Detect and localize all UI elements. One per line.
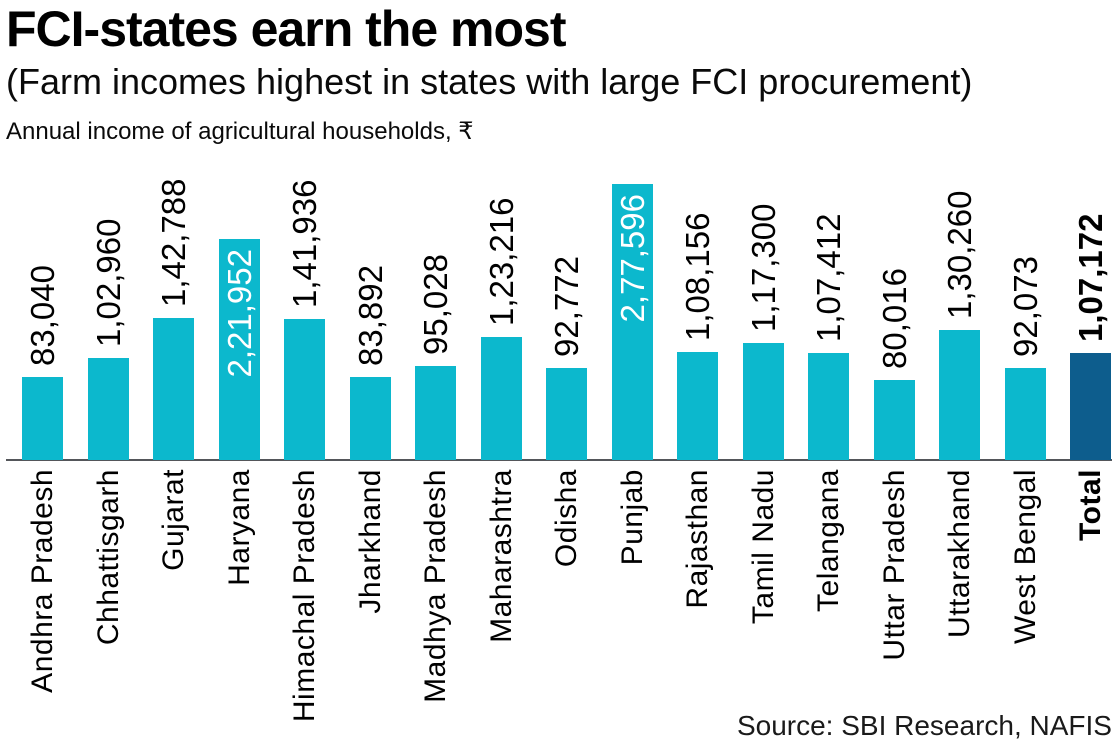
bar-gujarat	[153, 318, 194, 460]
bar-madhya-pradesh	[415, 366, 456, 460]
value-label-tamil-nadu: 1,17,300	[744, 203, 782, 332]
bar-andhra-pradesh	[22, 377, 63, 460]
value-label-andhra-pradesh: 83,040	[23, 265, 61, 366]
x-axis-label-maharashtra: Maharashtra	[484, 469, 518, 643]
bar-odisha	[546, 368, 587, 460]
x-axis-label-rajasthan: Rajasthan	[680, 469, 714, 609]
value-label-gujarat: 1,42,788	[154, 178, 192, 307]
bar-chhattisgarh	[88, 358, 129, 460]
bar-total	[1070, 353, 1111, 460]
bar-west-bengal	[1005, 368, 1046, 460]
x-axis-label-himachal-pradesh: Himachal Pradesh	[287, 469, 321, 723]
value-label-rajasthan: 1,08,156	[678, 212, 716, 341]
bar-uttar-pradesh	[874, 380, 915, 460]
value-label-chhattisgarh: 1,02,960	[89, 218, 127, 347]
chart-title: FCI-states earn the most	[6, 1, 566, 57]
chart-subtitle: (Farm incomes highest in states with lar…	[6, 61, 973, 102]
value-label-uttar-pradesh: 80,016	[875, 268, 913, 369]
value-label-maharashtra: 1,23,216	[482, 197, 520, 326]
bar-jharkhand	[350, 377, 391, 460]
value-label-jharkhand: 83,892	[351, 265, 389, 366]
bar-tamil-nadu	[743, 343, 784, 460]
x-axis-label-gujarat: Gujarat	[156, 469, 190, 571]
value-label-telangana: 1,07,412	[809, 213, 847, 342]
source-credit: Source: SBI Research, NAFIS	[736, 710, 1112, 741]
chart-unit-note: Annual income of agricultural households…	[6, 118, 474, 145]
bar-uttarakhand	[939, 330, 980, 460]
x-axis-label-haryana: Haryana	[222, 469, 256, 586]
value-label-himachal-pradesh: 1,41,936	[285, 179, 323, 308]
x-axis-label-andhra-pradesh: Andhra Pradesh	[25, 469, 59, 693]
value-label-odisha: 92,772	[547, 256, 585, 357]
x-axis-label-jharkhand: Jharkhand	[353, 469, 387, 614]
value-label-total: 1,07,172	[1071, 213, 1109, 342]
bar-telangana	[808, 353, 849, 460]
value-label-west-bengal: 92,073	[1006, 256, 1044, 357]
x-axis-label-madhya-pradesh: Madhya Pradesh	[418, 469, 452, 703]
x-axis-label-punjab: Punjab	[615, 469, 649, 566]
bar-rajasthan	[677, 352, 718, 460]
bar-maharashtra	[481, 337, 522, 460]
x-axis-line	[6, 459, 1112, 461]
bar-himachal-pradesh	[284, 319, 325, 460]
bar-punjab	[612, 184, 653, 460]
value-label-uttarakhand: 1,30,260	[940, 190, 978, 319]
value-label-madhya-pradesh: 95,028	[416, 254, 454, 355]
x-axis-label-odisha: Odisha	[549, 469, 583, 568]
bar-haryana	[219, 239, 260, 460]
x-axis-label-chhattisgarh: Chhattisgarh	[91, 469, 125, 646]
